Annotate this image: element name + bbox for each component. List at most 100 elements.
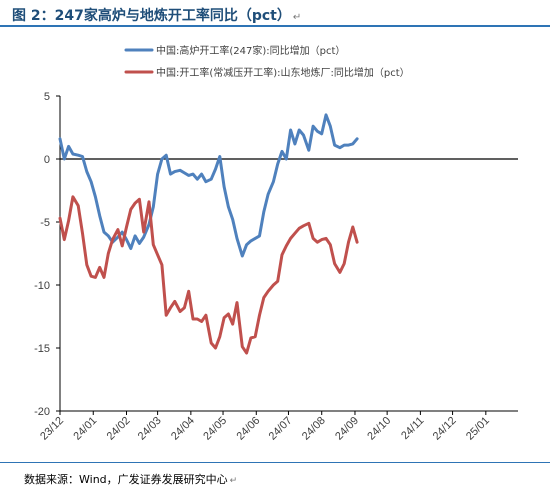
series-1-point bbox=[179, 169, 182, 172]
series-2-point bbox=[329, 243, 332, 246]
series-1-point bbox=[294, 143, 296, 145]
x-tick-label: 23/12 bbox=[38, 415, 66, 443]
series-1-point bbox=[231, 218, 234, 221]
series-1-point bbox=[302, 134, 305, 136]
series-line-1 bbox=[58, 113, 359, 258]
footer-divider bbox=[0, 462, 550, 463]
series-2-point bbox=[343, 262, 346, 265]
series-1-point bbox=[72, 153, 74, 155]
chart-legend: 中国:高炉开工率(247家):同比增加（pct） 中国:开工率(常减压开工率):山… bbox=[124, 44, 410, 79]
series-2-point bbox=[307, 222, 310, 225]
series-1-point bbox=[152, 206, 155, 208]
series-2-point bbox=[117, 228, 119, 231]
series-2-point bbox=[81, 232, 84, 235]
x-tick-label: 25/01 bbox=[464, 415, 492, 443]
series-1-point bbox=[210, 178, 213, 181]
series-1-point bbox=[165, 154, 168, 157]
x-tick-label: 24/04 bbox=[169, 415, 197, 443]
x-tick-label: 24/08 bbox=[300, 415, 328, 443]
series-2-point bbox=[254, 335, 257, 338]
series-1-point bbox=[218, 155, 221, 158]
series-2-point bbox=[281, 253, 283, 256]
y-tick-label: -20 bbox=[34, 406, 50, 418]
series-1-point bbox=[148, 223, 150, 226]
series-1-point bbox=[77, 154, 80, 157]
x-tick-label: 24/06 bbox=[234, 415, 262, 443]
series-2-point bbox=[111, 238, 114, 241]
series-2-point bbox=[148, 200, 150, 203]
series-1-point bbox=[236, 237, 238, 240]
series-2-point bbox=[320, 238, 323, 241]
series-2-point bbox=[351, 226, 354, 228]
series-2-point bbox=[63, 238, 66, 241]
series-2-point bbox=[214, 347, 217, 349]
x-tick-label: 24/10 bbox=[365, 415, 393, 443]
series-1-point bbox=[156, 173, 159, 176]
series-1-point bbox=[103, 231, 105, 234]
series-1-point bbox=[245, 243, 248, 246]
series-1-point bbox=[320, 132, 323, 135]
series-2-point bbox=[90, 275, 92, 278]
series-2-point bbox=[276, 280, 279, 283]
series-2-point bbox=[258, 314, 261, 317]
series-2-point bbox=[138, 198, 141, 201]
series-2-point bbox=[289, 237, 292, 240]
series-2-point bbox=[205, 314, 207, 317]
series-1-point bbox=[325, 114, 327, 116]
series-2-point bbox=[218, 335, 221, 338]
series-1-point bbox=[223, 185, 226, 188]
series-2-point bbox=[339, 271, 341, 274]
x-tick-label: 24/05 bbox=[201, 415, 229, 443]
series-1-point bbox=[339, 146, 341, 149]
series-2-point bbox=[72, 195, 74, 198]
series-2-point bbox=[129, 208, 132, 211]
y-tick-label: -5 bbox=[40, 217, 50, 229]
series-1-point bbox=[262, 211, 265, 213]
series-2-point bbox=[241, 345, 244, 348]
series-1-point bbox=[107, 235, 110, 237]
series-1-point bbox=[227, 206, 230, 208]
y-tick-label: 0 bbox=[44, 154, 50, 166]
series-1-point bbox=[67, 145, 70, 148]
x-tick-label: 24/07 bbox=[267, 415, 295, 443]
x-tick-label: 24/01 bbox=[71, 415, 99, 443]
x-tick-label: 24/09 bbox=[333, 415, 361, 443]
series-2-point bbox=[272, 284, 275, 286]
series-2-point bbox=[121, 245, 124, 247]
legend-label-1: 中国:高炉开工率(247家):同比增加（pct） bbox=[156, 44, 345, 57]
series-1-point bbox=[307, 149, 310, 152]
chart-series bbox=[58, 113, 359, 355]
series-2-point bbox=[316, 241, 319, 244]
series-2-point bbox=[227, 313, 230, 315]
series-2-point bbox=[94, 276, 97, 279]
series-2-point bbox=[59, 217, 61, 220]
series-2-point bbox=[312, 237, 314, 240]
series-2-point bbox=[356, 241, 358, 244]
source-note: 数据来源：Wind，广发证券发展研究中心 ↵ bbox=[24, 471, 237, 487]
series-2-point bbox=[183, 306, 186, 309]
series-1-point bbox=[214, 168, 217, 171]
series-2-point bbox=[294, 232, 296, 235]
series-1-point bbox=[267, 193, 269, 196]
series-2-point bbox=[77, 204, 80, 207]
series-2-point bbox=[262, 296, 265, 299]
x-tick-label: 24/11 bbox=[399, 415, 426, 442]
series-2-point bbox=[236, 301, 238, 304]
source-text: 数据来源：Wind，广发证券发展研究中心 bbox=[24, 473, 228, 486]
chart-title: 图 2：247家高炉与地炼开工率同比（pct） ↵ bbox=[0, 0, 550, 27]
series-1-point bbox=[343, 144, 346, 146]
series-1-point bbox=[276, 163, 279, 165]
series-1-point bbox=[250, 240, 252, 242]
legend-label-2: 中国:开工率(常减压开工率):山东地炼厂:同比增加（pct） bbox=[156, 66, 410, 79]
series-1-point bbox=[142, 236, 145, 239]
series-2-point bbox=[103, 276, 105, 279]
series-1-point bbox=[200, 173, 203, 176]
series-2-point bbox=[267, 290, 269, 293]
series-1-point bbox=[281, 150, 283, 153]
series-2-point bbox=[67, 219, 70, 222]
series-2-point bbox=[125, 226, 128, 228]
paragraph-mark-icon: ↵ bbox=[292, 12, 302, 23]
series-2-point bbox=[179, 310, 182, 313]
series-1-point bbox=[312, 125, 314, 128]
series-1-point bbox=[63, 158, 66, 160]
